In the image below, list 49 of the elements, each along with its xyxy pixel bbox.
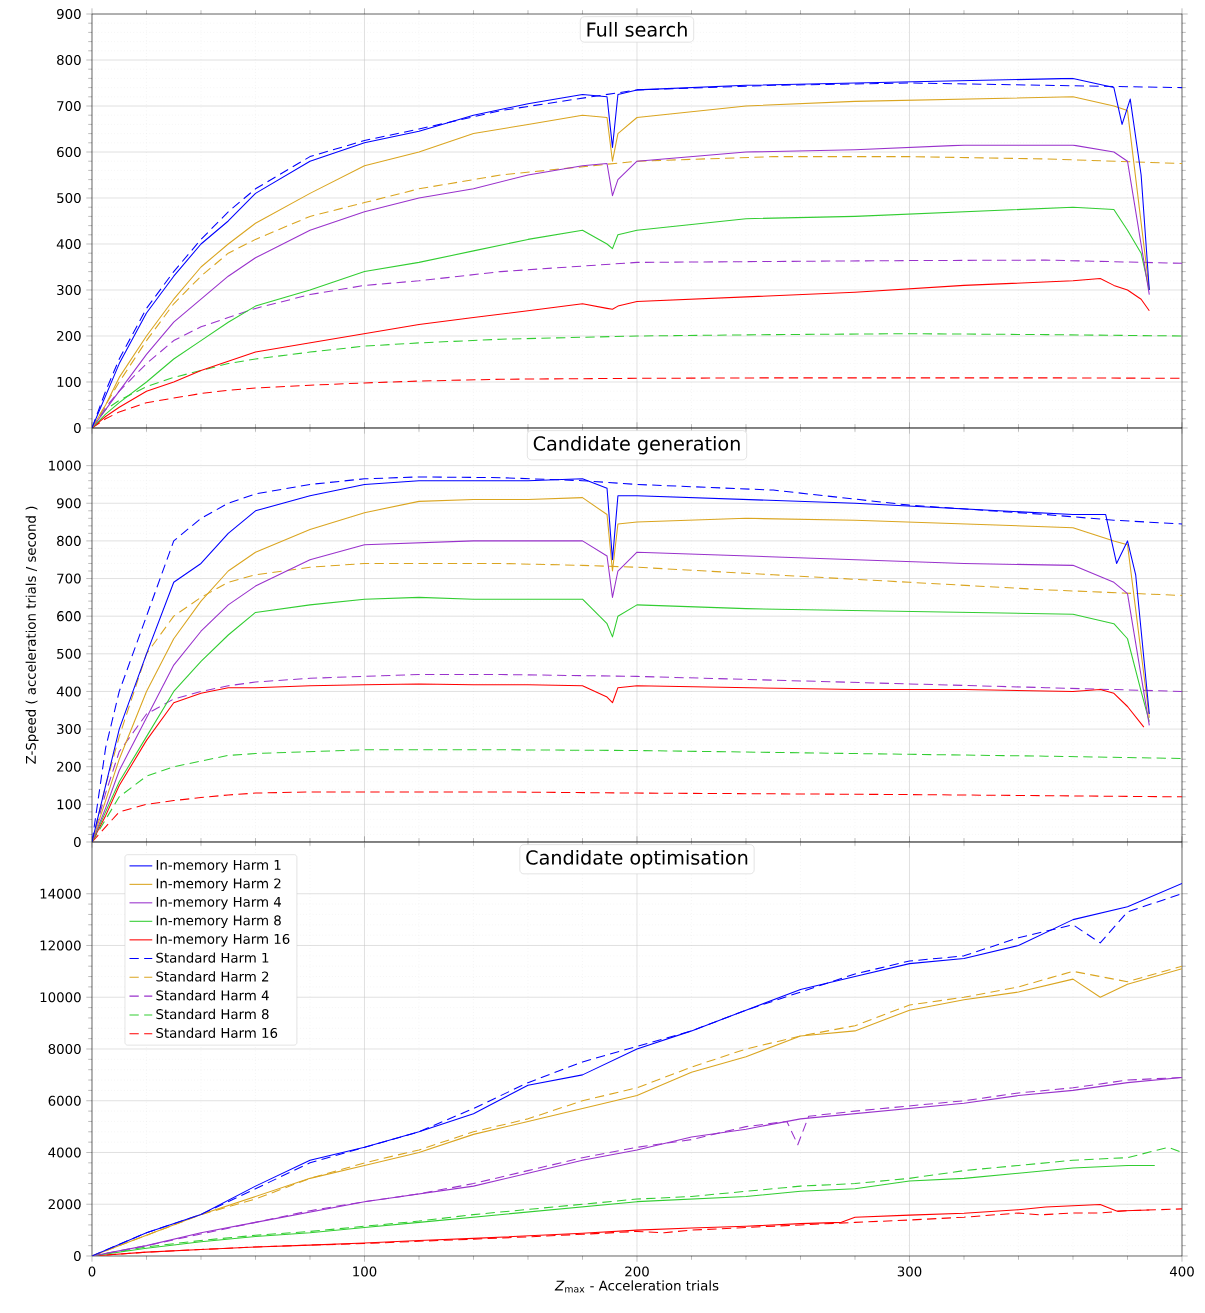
y-tick-label: 4000: [48, 1147, 81, 1158]
y-tick-label: 2000: [48, 1199, 81, 1210]
y-tick-label: 800: [57, 54, 81, 66]
y-tick-label: 0: [73, 422, 81, 434]
legend-label: In-memory Harm 8: [156, 915, 281, 929]
legend-label: In-memory Harm 2: [156, 878, 281, 892]
y-tick-label: 10000: [40, 992, 81, 1003]
y-tick-label: 700: [57, 100, 81, 112]
y-tick-label: 400: [56, 686, 81, 697]
x-tick-label: 0: [88, 1266, 96, 1277]
y-tick-label: 0: [73, 1250, 81, 1262]
y-tick-label: 1000: [49, 460, 81, 471]
legend-label: In-memory Harm 1: [156, 860, 281, 873]
legend-label: In-memory Harm 4: [156, 896, 282, 910]
legend-label: In-memory Harm 16: [156, 933, 290, 947]
x-tick-label: 300: [897, 1266, 922, 1277]
y-tick-label: 300: [57, 284, 81, 296]
x-tick-label: 100: [353, 1266, 377, 1277]
chart-title: Full search: [587, 21, 687, 37]
y-tick-label: 400: [56, 238, 81, 250]
y-tick-label: 600: [57, 146, 81, 158]
y-axis-title: Z-Speed ( acceleration trials / second ): [25, 506, 39, 764]
y-tick-label: 800: [57, 535, 81, 546]
legend-label: Standard Harm 2: [156, 971, 269, 982]
y-tick-label: 12000: [40, 940, 81, 951]
legend-label: Standard Harm 1: [156, 952, 269, 963]
y-tick-label: 200: [57, 761, 81, 772]
chart-title: Candidate optimisation: [526, 849, 748, 869]
y-tick-label: 0: [73, 836, 81, 848]
y-tick-label: 14000: [40, 888, 81, 899]
y-tick-label: 100: [57, 799, 81, 810]
legend-label: Standard Harm 16: [156, 1027, 278, 1038]
y-tick-label: 200: [57, 330, 81, 342]
y-tick-label: 300: [57, 724, 81, 735]
legend-label: Standard Harm 4: [156, 990, 269, 1001]
chart-title: Candidate generation: [533, 435, 740, 455]
y-tick-label: 700: [57, 573, 81, 584]
x-tick-label: 200: [625, 1266, 649, 1277]
y-tick-label: 500: [57, 648, 81, 659]
x-tick-label: 400: [1169, 1266, 1194, 1277]
y-tick-label: 900: [56, 8, 81, 20]
x-axis-title: Z$_{max}$ - Acceleration trials: [554, 1280, 719, 1293]
y-tick-label: 8000: [48, 1043, 81, 1055]
y-tick-label: 6000: [48, 1095, 81, 1106]
legend-label: Standard Harm 8: [156, 1008, 269, 1020]
y-tick-label: 500: [57, 192, 81, 204]
y-tick-label: 600: [57, 611, 81, 622]
y-tick-label: 900: [56, 498, 81, 509]
y-tick-label: 100: [57, 376, 81, 388]
